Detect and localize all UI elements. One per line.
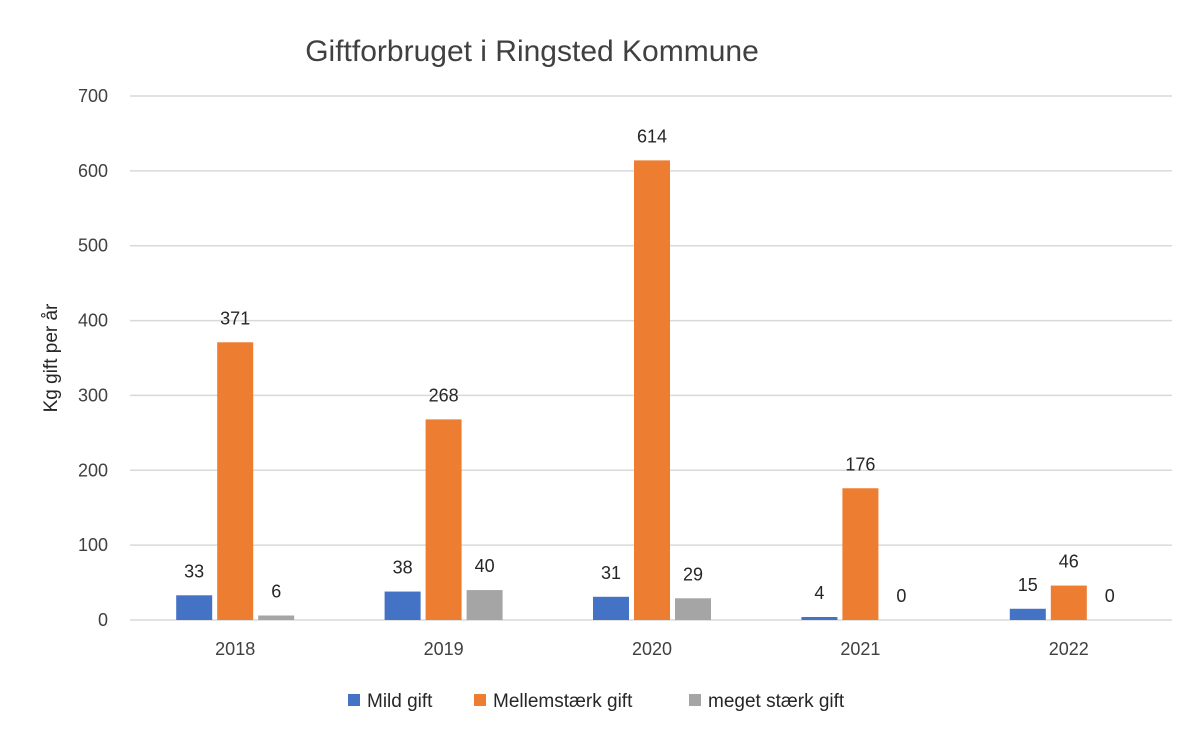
- legend-swatch: [689, 694, 701, 706]
- bar-mellemstærk-gift-2020: [634, 160, 670, 620]
- chart-title: Giftforbruget i Ringsted Kommune: [305, 35, 759, 68]
- x-category-label: 2022: [1049, 639, 1089, 659]
- data-label: 0: [1105, 586, 1115, 606]
- data-label: 4: [814, 583, 824, 603]
- data-label: 614: [637, 126, 667, 146]
- bars: [176, 160, 1087, 620]
- y-tick-label: 0: [98, 610, 108, 630]
- y-tick-label: 600: [78, 161, 108, 181]
- data-label: 38: [393, 558, 413, 578]
- y-tick-label: 700: [78, 86, 108, 106]
- y-tick-label: 400: [78, 311, 108, 331]
- data-labels: 33 371 6 38 268 40 31 614 29 4 176 0 15 46 0: [184, 126, 1115, 606]
- bar-meget-stærk-gift-2020: [675, 598, 711, 620]
- x-category-label: 2021: [840, 639, 880, 659]
- legend: Mild gift Mellemstærk gift meget stærk gif…: [348, 691, 845, 712]
- legend-label: Mellemstærk gift: [493, 691, 633, 712]
- data-label: 268: [429, 385, 459, 405]
- data-label: 29: [683, 564, 703, 584]
- bar-meget-stærk-gift-2019: [466, 590, 503, 620]
- x-category-label: 2018: [215, 639, 255, 659]
- bar-mellemstærk-gift-2019: [425, 419, 462, 620]
- bar-mellemstærk-gift-2021: [842, 488, 879, 620]
- legend-label: meget stærk gift: [708, 691, 845, 712]
- legend-swatch: [348, 694, 360, 706]
- y-tick-label: 500: [78, 236, 108, 256]
- bar-mild-gift-2021: [801, 617, 838, 620]
- bar-mellemstærk-gift-2018: [217, 342, 254, 620]
- y-axis-ticks: 0 100 200 300 400 500 600 700: [78, 86, 108, 630]
- data-label: 33: [184, 561, 204, 581]
- data-label: 40: [475, 556, 495, 576]
- data-label: 31: [601, 563, 621, 583]
- y-tick-label: 300: [78, 385, 108, 405]
- y-axis-label: Kg gift per år: [41, 303, 62, 412]
- bar-meget-stærk-gift-2018: [258, 615, 295, 620]
- data-label: 0: [896, 586, 906, 606]
- y-tick-label: 100: [78, 535, 108, 555]
- legend-label: Mild gift: [367, 691, 433, 712]
- x-category-label: 2020: [632, 639, 672, 659]
- legend-swatch: [474, 694, 486, 706]
- y-tick-label: 200: [78, 460, 108, 480]
- bar-mild-gift-2022: [1009, 608, 1046, 620]
- data-label: 371: [220, 308, 250, 328]
- bar-mild-gift-2019: [384, 591, 421, 620]
- data-label: 46: [1059, 552, 1079, 572]
- bar-mild-gift-2018: [176, 595, 213, 620]
- x-axis-categories: 2018 2019 2020 2021 2022: [215, 639, 1089, 659]
- data-label: 6: [271, 582, 281, 602]
- data-label: 176: [845, 454, 875, 474]
- bar-mild-gift-2020: [593, 596, 629, 620]
- x-category-label: 2019: [424, 639, 464, 659]
- data-label: 15: [1018, 575, 1038, 595]
- bar-mellemstærk-gift-2022: [1050, 585, 1087, 620]
